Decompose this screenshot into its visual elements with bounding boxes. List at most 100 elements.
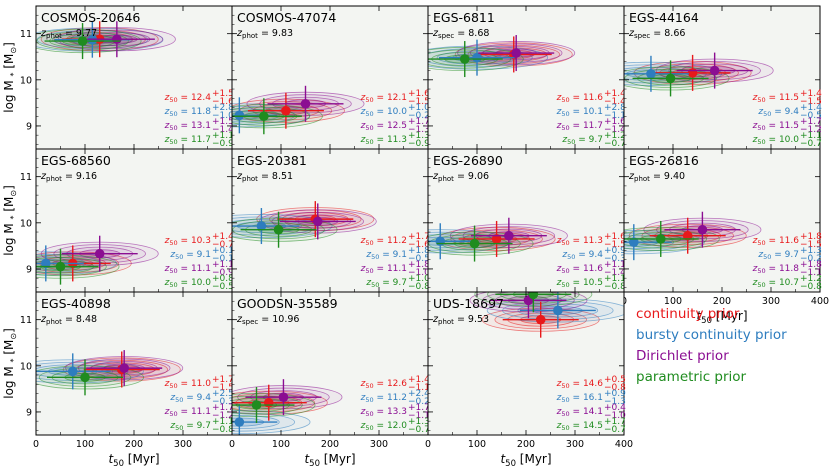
z50-bursty: z50 = 11.8 [164,107,212,118]
panel-background [428,6,624,149]
z50-parametric: z50 = 12.0 [360,421,408,432]
z50-lower-bursty: −0.2 [408,111,430,121]
z50-lower-bursty: −1.3 [604,397,626,407]
point-bursty [629,237,639,247]
z50-lower-parametric: −0.8 [408,282,430,292]
panel-title: COSMOS-20646 [41,10,140,25]
contour-group [36,350,184,396]
point-bursty [234,110,245,121]
y-tick-label: 10 [20,218,32,229]
panel-redshift: zphot = 8.48 [40,314,97,326]
z50-lower-parametric: −0.7 [604,139,626,149]
z50-upper-parametric: +1.0 [408,274,430,284]
z50-lower-parametric: −0.8 [212,425,234,435]
panel-background [428,292,624,435]
z50-upper-continuity: +1.6 [604,232,626,242]
panel-redshift: zphot = 9.06 [432,171,489,183]
z50-lower-bursty: −0.5 [408,254,430,264]
x-tick-label: 300 [174,439,192,450]
z50-upper-continuity: +1.4 [800,89,822,99]
y-tick-label: 9 [26,121,32,132]
z50-lower-dirichlet: −1.0 [408,268,430,278]
z50-upper-dirichlet: +1.1 [212,260,234,270]
z50-upper-bursty: +1.4 [800,103,822,113]
z50-lower-dirichlet: −1.1 [408,411,430,421]
z50-upper-parametric: +1.2 [604,131,626,141]
z50-upper-parametric: +1.3 [408,131,430,141]
panel-redshift: zphot = 9.40 [628,171,685,183]
point-bursty [646,69,656,79]
z50-parametric: z50 = 9.7 [561,135,603,146]
x-axis-label: t50 [Myr] [500,452,551,469]
legend-dirichlet: Dirichlet prior [636,348,729,364]
z50-parametric: z50 = 11.7 [164,135,211,146]
panel-title: EGS-68560 [41,153,111,168]
z50-upper-parametric: +1.1 [800,131,822,141]
z50-parametric: z50 = 9.7 [169,421,211,432]
z50-upper-dirichlet: +1.6 [604,117,626,127]
z50-upper-continuity: +1.5 [212,89,234,99]
z50-dirichlet: z50 = 11.1 [164,264,211,275]
z50-lower-dirichlet: −0.9 [212,268,234,278]
z50-upper-parametric: +0.8 [212,274,234,284]
z50-lower-dirichlet: −1.0 [604,411,626,421]
z50-dirichlet: z50 = 13.3 [360,407,407,418]
contour-group [624,211,762,261]
z50-upper-bursty: +2.8 [604,103,626,113]
x-tick-label: 0 [425,439,431,450]
z50-bursty: z50 = 10.1 [556,107,603,118]
z50-lower-continuity: −1.5 [604,240,626,250]
panel-background [36,149,232,292]
z50-continuity: z50 = 12.4 [164,93,212,104]
legend-parametric: parametric prior [636,369,747,385]
point-dirichlet [119,363,129,373]
z50-continuity: z50 = 12.6 [360,379,408,390]
z50-upper-dirichlet: +1.5 [212,117,234,127]
point-continuity [687,68,698,78]
y-tick-label: 11 [20,172,32,183]
z50-bursty: z50 = 9.4 [757,107,799,118]
z50-bursty: z50 = 9.7 [757,250,799,261]
panel-redshift: zspec = 8.68 [432,28,489,40]
z50-lower-parametric: −0.5 [212,282,234,292]
point-continuity [491,234,502,244]
z50-lower-parametric: −0.8 [800,282,822,292]
z50-upper-dirichlet: +1.7 [408,403,430,413]
z50-bursty: z50 = 11.2 [360,393,407,404]
point-parametric [259,111,269,122]
z50-lower-continuity: −0.7 [212,240,234,250]
y-tick-label: 11 [20,29,32,40]
x-tick-label: 100 [664,296,682,307]
point-dirichlet [312,216,323,227]
z50-upper-parametric: +1.3 [408,417,430,427]
z50-upper-continuity: +1.6 [408,89,430,99]
z50-upper-continuity: +1.7 [408,232,430,242]
z50-lower-bursty: −0.2 [408,397,430,407]
panel-background [624,149,820,292]
z50-lower-continuity: −1.5 [800,97,822,107]
z50-lower-bursty: −0.5 [800,111,822,121]
z50-lower-dirichlet: −1.2 [800,125,822,135]
z50-upper-parametric: +1.1 [604,274,626,284]
y-axis-label: log M * [M⊙] [2,328,18,399]
z50-upper-parametric: +1.7 [604,417,626,427]
z50-lower-continuity: −1.4 [604,97,626,107]
x-tick-label: 0 [33,439,39,450]
z50-upper-dirichlet: +1.7 [408,117,430,127]
point-dirichlet [709,65,720,76]
point-dirichlet [504,230,514,241]
z50-upper-dirichlet: +1.8 [800,260,822,270]
contour-group [36,21,176,60]
panel-redshift: zphot = 9.77 [40,28,97,40]
x-tick-label: 300 [370,439,388,450]
z50-dirichlet: z50 = 11.7 [556,121,603,132]
panel-title: EGS-40898 [41,296,111,311]
point-parametric [80,372,90,383]
contour-group [232,379,343,435]
panel-redshift: zphot = 9.16 [40,171,97,183]
